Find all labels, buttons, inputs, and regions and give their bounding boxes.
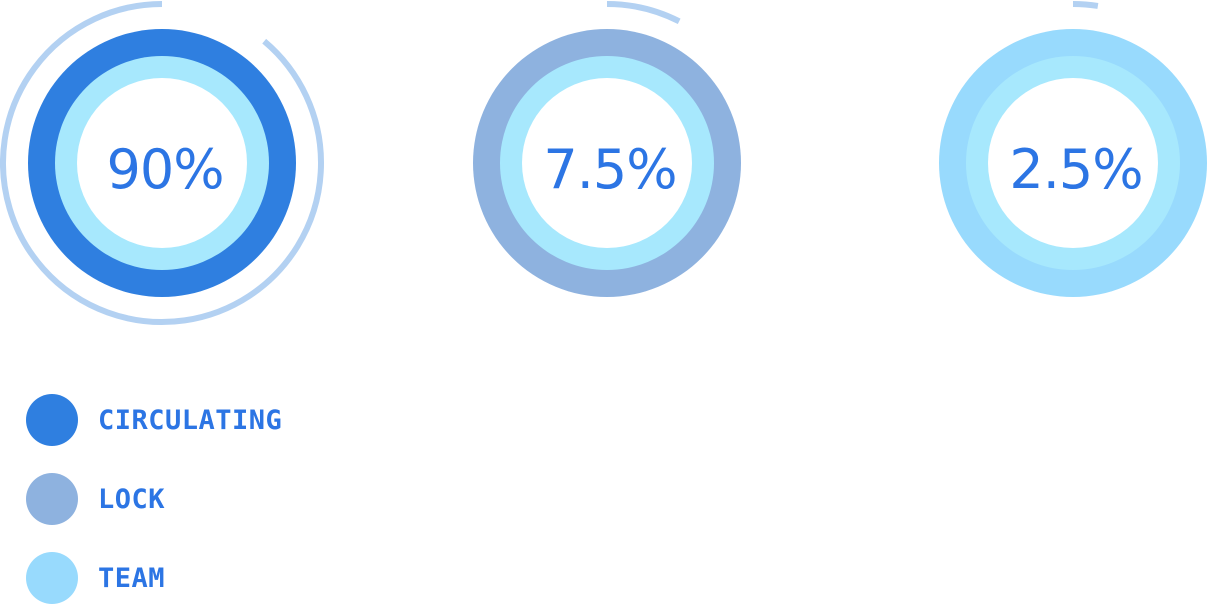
legend-label-circulating: CIRCULATING [98, 404, 283, 436]
value-label-circulating: 90% [106, 138, 223, 201]
legend-label-team: TEAM [98, 562, 166, 594]
legend-item-lock: LOCK [26, 473, 282, 525]
donut-group: 90% 7.5% 2.5% [0, 1, 1207, 325]
value-label-lock: 7.5% [543, 138, 676, 201]
progress-arc-lock [606, 1, 681, 25]
donut-hole-circulating [77, 78, 247, 248]
value-label-team: 2.5% [1009, 138, 1142, 201]
donut-hole-team [988, 78, 1158, 248]
legend: CIRCULATING LOCK TEAM [26, 394, 282, 604]
legend-swatch-lock [26, 473, 78, 525]
legend-item-circulating: CIRCULATING [26, 394, 282, 446]
legend-item-team: TEAM [26, 552, 282, 604]
progress-arc-team [1072, 1, 1099, 9]
legend-label-lock: LOCK [98, 483, 166, 515]
legend-swatch-circulating [26, 394, 78, 446]
legend-swatch-team [26, 552, 78, 604]
progress-arc-circulating [0, 1, 324, 325]
donut-hole-lock [522, 78, 692, 248]
